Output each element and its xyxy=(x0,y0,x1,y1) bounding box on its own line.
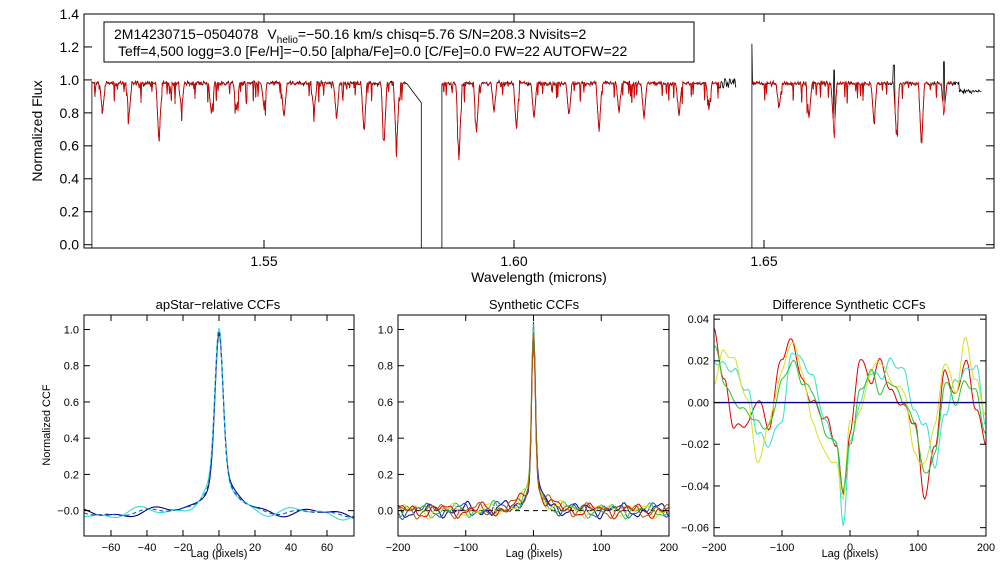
spectrum-x-tick-label: 1.60 xyxy=(500,253,527,269)
synthetic-ccf-y-tick-label: 0.6 xyxy=(378,397,393,409)
synthetic-ccf-y-tick-label: 1.0 xyxy=(378,324,393,336)
apstar-ccf-x-tick-label: 20 xyxy=(249,542,261,554)
apstar-ccf-x-tick-label: 40 xyxy=(285,542,297,554)
spectrum-observed-line xyxy=(91,79,422,248)
difference-ccf-line xyxy=(713,345,987,493)
synthetic-ccf-y-tick-label: 0.2 xyxy=(378,469,393,481)
apstar-ccf-y-tick-label: 0.6 xyxy=(64,397,79,409)
apstar-ccf-line xyxy=(83,330,355,518)
apstar-ccf-frame xyxy=(83,314,355,537)
apstar-ccf-y-tick-label: 0.2 xyxy=(64,469,79,481)
apstar-ccf-x-tick-label: 0 xyxy=(216,542,222,554)
synthetic-ccf-x-tick-label: −100 xyxy=(453,542,478,554)
apstar-ccf-y-tick-label: −0.0 xyxy=(57,505,79,517)
synthetic-ccf-line xyxy=(397,321,670,521)
difference-ccf-y-tick-label: −0.04 xyxy=(681,481,709,493)
synthetic-ccf-x-label: Lag (pixels) xyxy=(506,548,563,560)
spectrum-y-tick-label: 1.0 xyxy=(60,72,80,88)
difference-ccf-axes: −200 −100 0 100 200 −0.06 −0.04 −0.02 0.00 0.02 0.… xyxy=(681,314,995,554)
difference-ccf-y-tick-label: 0.00 xyxy=(688,397,709,409)
difference-ccf-curves xyxy=(713,327,987,526)
difference-ccf-title: Difference Synthetic CCFs xyxy=(773,297,926,312)
synthetic-ccf-line xyxy=(397,329,670,520)
difference-ccf-y-tick-label: −0.06 xyxy=(681,523,709,535)
annotation-line2: Teff=4,500 logg=3.0 [Fe/H]=−0.50 [alpha/… xyxy=(118,43,627,59)
synthetic-ccf-frame xyxy=(397,314,670,537)
annotation-line1: 2M14230715−0504078 Vhelio=−50.16 km/s chi… xyxy=(114,26,586,46)
difference-ccf-x-tick-label: −100 xyxy=(770,542,795,554)
spectrum-y-tick-label: 0.6 xyxy=(60,138,80,154)
spectrum-axes: 1.55 1.60 1.65 0.0 0.2 0.4 0.6 0.8 1.0 1.2 1.4 xyxy=(60,6,994,269)
difference-ccf-x-tick-label: −200 xyxy=(702,542,727,554)
spectrum-frame xyxy=(83,13,995,249)
apstar-ccf-axes: −60 −40 −20 0 20 40 60 −0.0 0.2 0.4 0.6 0.8 1.0 xyxy=(57,315,354,554)
spectrum-y-label: Normalized Flux xyxy=(29,80,45,181)
spectrum-y-tick-label: 1.4 xyxy=(60,6,80,22)
apstar-ccf-curves xyxy=(83,327,355,521)
spectrum-x-label: Wavelength (microns) xyxy=(471,269,607,285)
annotation-v-subscript: helio xyxy=(277,35,299,46)
synthetic-ccf-line xyxy=(397,330,670,520)
synthetic-ccf-axes: −200 −100 0 100 200 0.0 0.2 0.4 0.6 0.8 1.0 xyxy=(378,315,678,554)
difference-ccf-panel: Difference Synthetic CCFs −200 −100 0 100 20… xyxy=(681,297,995,560)
synthetic-ccf-line xyxy=(397,333,670,520)
apstar-ccf-x-label: Lag (pixels) xyxy=(191,548,248,560)
difference-ccf-x-tick-label: 200 xyxy=(977,542,995,554)
difference-ccf-line xyxy=(713,327,987,501)
spectrum-y-tick-label: 1.2 xyxy=(60,39,80,55)
apstar-ccf-panel: apStar−relative CCFs −60 −40 −20 0 20 40 60 −0.… xyxy=(41,297,355,560)
apstar-ccf-line xyxy=(83,332,355,519)
spectrum-y-tick-label: 0.4 xyxy=(60,171,80,187)
apstar-ccf-title: apStar−relative CCFs xyxy=(156,297,281,312)
synthetic-ccf-y-tick-label: 0.0 xyxy=(378,505,393,517)
apstar-ccf-x-tick-label: 60 xyxy=(321,542,333,554)
spectrum-model-line xyxy=(751,80,955,144)
apstar-ccf-y-tick-label: 0.8 xyxy=(64,361,79,373)
apstar-ccf-y-label: Normalized CCF xyxy=(41,384,53,466)
synthetic-ccf-x-tick-label: −200 xyxy=(386,542,411,554)
annotation-v-symbol: V xyxy=(267,26,277,42)
difference-ccf-line xyxy=(713,336,987,502)
annotation-stats: =−50.16 km/s chisq=5.76 S/N=208.3 Nvisit… xyxy=(298,26,587,42)
spectrum-observed-line xyxy=(751,43,982,248)
synthetic-ccf-x-tick-label: 200 xyxy=(660,542,678,554)
synthetic-ccf-line xyxy=(397,324,670,520)
spectrum-y-tick-label: 0.2 xyxy=(60,204,80,220)
difference-ccf-y-tick-label: 0.04 xyxy=(688,314,709,326)
difference-ccf-x-tick-label: 0 xyxy=(847,542,853,554)
synthetic-ccf-x-tick-label: 0 xyxy=(530,542,536,554)
difference-ccf-line xyxy=(713,352,987,526)
annotation-star-id: 2M14230715−0504078 xyxy=(114,26,259,42)
difference-ccf-y-tick-label: −0.02 xyxy=(681,439,709,451)
synthetic-ccf-panel: Synthetic CCFs −200 −100 0 100 200 0.0 0.2 0.4 0… xyxy=(378,297,678,560)
synthetic-ccf-x-tick-label: 100 xyxy=(592,542,610,554)
synthetic-ccf-y-tick-label: 0.8 xyxy=(378,361,393,373)
synthetic-ccf-line xyxy=(397,332,670,520)
apstar-ccf-y-tick-label: 1.0 xyxy=(64,324,79,336)
synthetic-ccf-y-tick-label: 0.4 xyxy=(378,433,393,445)
spectrum-curves xyxy=(91,43,982,248)
difference-ccf-y-tick-label: 0.02 xyxy=(688,356,709,368)
apstar-ccf-x-tick-label: −40 xyxy=(138,542,157,554)
spectrum-y-tick-label: 0.8 xyxy=(60,105,80,121)
apstar-ccf-x-tick-label: −20 xyxy=(174,542,193,554)
spectrum-observed-line xyxy=(441,77,737,248)
spectrum-x-tick-label: 1.65 xyxy=(750,253,777,269)
apstar-ccf-y-tick-label: 0.4 xyxy=(64,433,79,445)
spectrum-model-line xyxy=(91,80,407,158)
synthetic-ccf-title: Synthetic CCFs xyxy=(489,297,580,312)
synthetic-ccf-curves xyxy=(397,321,670,521)
apstar-ccf-x-tick-label: −60 xyxy=(102,542,121,554)
spectrum-model-line xyxy=(441,80,719,161)
difference-ccf-x-label: Lag (pixels) xyxy=(822,548,879,560)
spectrum-panel: 1.55 1.60 1.65 0.0 0.2 0.4 0.6 0.8 1.0 1.2 1.4 2M1… xyxy=(29,6,995,285)
apstar-ccf-line xyxy=(83,327,355,521)
spectrum-y-tick-label: 0.0 xyxy=(60,237,80,253)
annotation-box xyxy=(103,21,695,63)
spectrum-x-tick-label: 1.55 xyxy=(250,253,277,269)
difference-ccf-x-tick-label: 100 xyxy=(909,542,927,554)
